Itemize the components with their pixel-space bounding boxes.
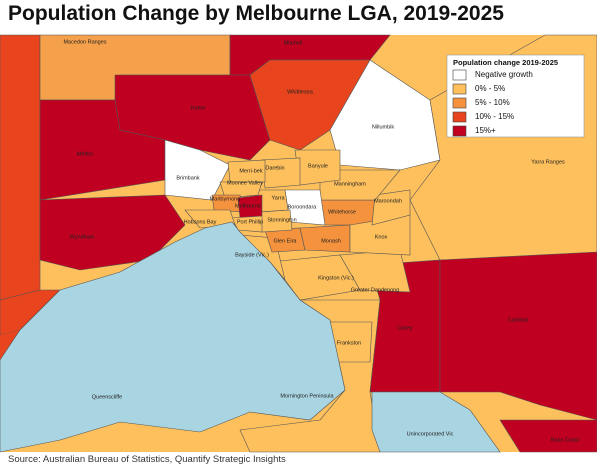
legend-swatch [452, 97, 467, 109]
lga-area [261, 157, 301, 189]
legend-swatch [452, 125, 467, 137]
lga-label: Maroondah [374, 198, 402, 204]
lga-label: Manningham [334, 181, 366, 187]
legend-title: Population change 2019-2025 [453, 58, 558, 67]
lga-label: Frankston [337, 340, 361, 346]
lga-label: Banyule [308, 163, 328, 169]
lga-label: Hobsons Bay [184, 219, 217, 225]
lga-label: Whitehorse [328, 209, 356, 215]
lga-label: Knox [375, 234, 388, 240]
lga-label: Yarra [271, 195, 285, 201]
legend-label: 10% - 15% [475, 112, 514, 121]
lga-label: Melbourne [235, 203, 261, 209]
lga-area [499, 419, 597, 453]
lga-area [219, 181, 263, 199]
lga-label: Wyndham [70, 234, 95, 240]
lga-label: Port Phillip [237, 219, 263, 225]
legend-swatch [452, 83, 467, 95]
lga-label: Macedon Ranges [63, 39, 106, 45]
lga-label: Stonnington [267, 217, 296, 223]
lga-label: Maribyrnong [210, 196, 241, 202]
lga-label: Nillumbik [372, 124, 395, 130]
port-phillip-bay [0, 221, 346, 453]
lga-label: Merri-bek [239, 168, 262, 174]
legend-swatch [452, 111, 467, 123]
western-land [0, 34, 41, 301]
legend-label: Negative growth [475, 70, 533, 79]
lga-label: Casey [397, 325, 413, 331]
lga-area [231, 215, 263, 233]
lga-label: Bayside (Vic.) [235, 252, 269, 258]
lga-area [371, 189, 411, 226]
lga-area [227, 159, 266, 183]
lga-label: Unincorporated Vic [407, 431, 454, 437]
lga-label: Monash [321, 238, 341, 244]
lga-label: Glen Eira [274, 238, 298, 244]
lga-label: Moonee Valley [227, 180, 263, 186]
western-port [371, 391, 501, 453]
lga-label: Hume [191, 105, 206, 111]
legend-swatch [452, 69, 467, 81]
lga-label: Queenscliffe [92, 394, 122, 400]
source: Source: Australian Bureau of Statistics,… [8, 454, 286, 465]
lga-label: Bass Coast [551, 437, 580, 443]
legend-label: 0% - 5% [475, 84, 505, 93]
lga-label: Mornington Peninsula [280, 393, 334, 399]
lga-label: Melton [77, 151, 94, 157]
legend-box [446, 54, 585, 138]
labels: Macedon Ranges Mitchell Hume Whittlesea Nill… [63, 39, 579, 443]
lga-label: Brimbank [176, 175, 199, 181]
legend-label: 5% - 10% [475, 98, 510, 107]
lga-label: Whittlesea [287, 89, 314, 95]
lga-label: Boroondara [288, 204, 318, 210]
lga-label: Mitchell [284, 40, 303, 46]
lga-area [184, 209, 236, 229]
lga-label: Kingston (Vic.) [318, 275, 354, 281]
lga-label: Yarra Ranges [531, 159, 565, 165]
lga-label: Darebin [265, 165, 284, 171]
sea [0, 221, 501, 453]
lga-label: Greater Dandenong [351, 287, 400, 293]
title: Population Change by Melbourne LGA, 2019… [8, 2, 504, 25]
lga-label: Cardinia [508, 317, 529, 323]
legend-label: 15%+ [475, 126, 496, 135]
legend: Population change 2019-2025 Negative gro… [446, 54, 585, 138]
